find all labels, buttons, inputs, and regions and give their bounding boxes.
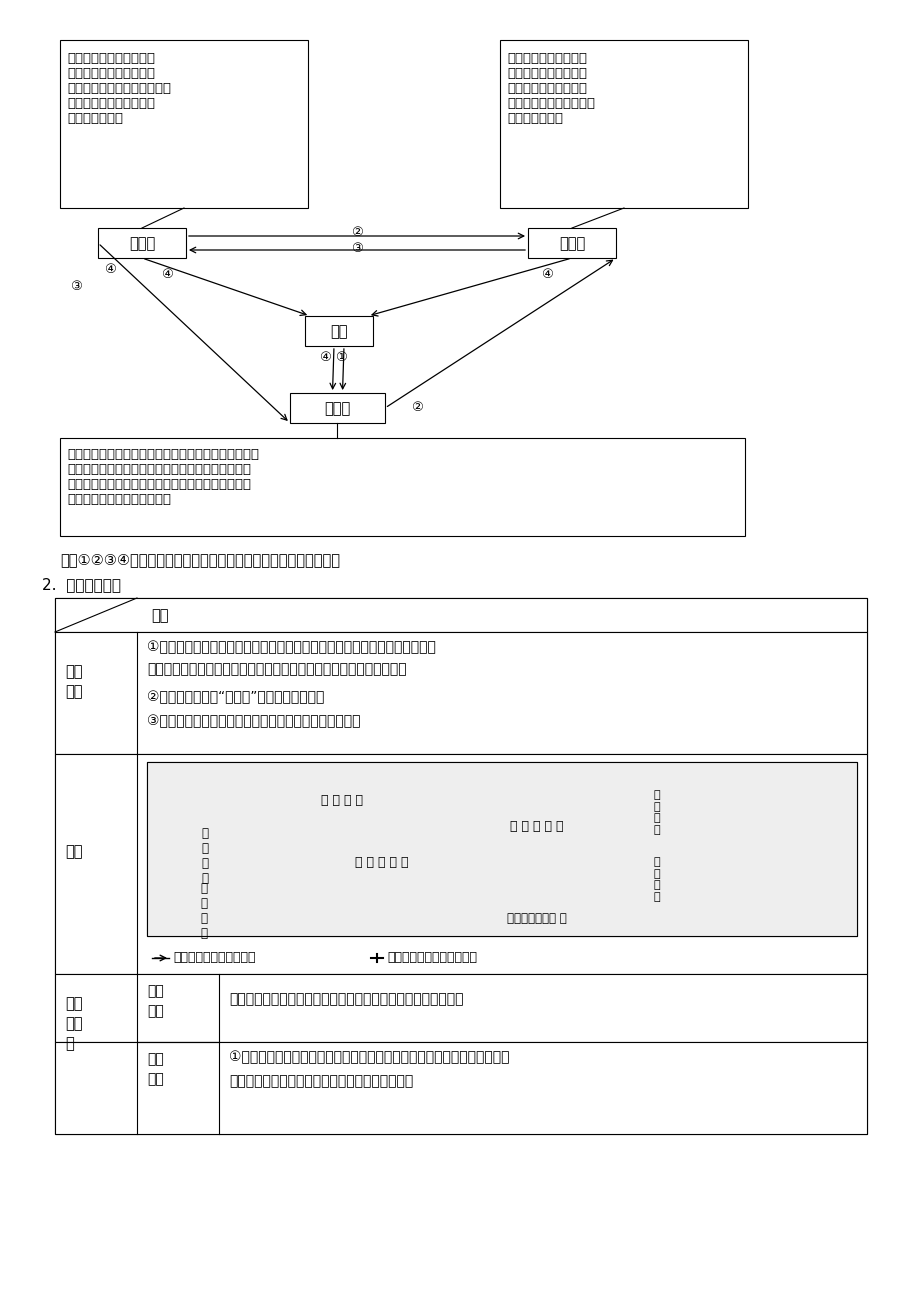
Text: 板块: 板块 [147, 1052, 164, 1066]
Text: ①大陆与大洋板块相撞，形成海沟、岛弧或海岁山脉，如亚洲东部岛弧、北: ①大陆与大洋板块相撞，形成海沟、岛弧或海岁山脉，如亚洲东部岛弧、北 [229, 1049, 509, 1064]
Text: 南～极～洲～板 块: 南～极～洲～板 块 [506, 911, 566, 924]
Text: ②: ② [411, 401, 423, 414]
Text: 相撞: 相撞 [147, 1072, 164, 1086]
Text: 非
洲
板
块: 非 洲 板 块 [201, 827, 209, 885]
Text: 用: 用 [65, 1036, 74, 1051]
Text: ④: ④ [319, 352, 331, 365]
Text: 美洲西部的海岕山脉、马里亚纳海沟处于消亡边界: 美洲西部的海岕山脉、马里亚纳海沟处于消亡边界 [229, 1074, 413, 1088]
Bar [55, 754, 866, 974]
Text: 要点: 要点 [65, 684, 83, 699]
Bar [55, 598, 866, 631]
Text: 理论: 理论 [65, 664, 83, 680]
Text: 内容: 内容 [151, 608, 168, 622]
Text: ②这些板块漂浮在“软流层”之上，不停地运动: ②这些板块漂浮在“软流层”之上，不停地运动 [147, 690, 324, 704]
Text: 生长边界（海岭、断层）: 生长边界（海岭、断层） [173, 950, 255, 963]
Text: 亚 欧 板 块: 亚 欧 板 块 [321, 794, 363, 807]
Bar [528, 228, 616, 258]
Text: 图中①②③④分别表示冷却凝固、外力作用、变质作用、重燔再生。: 图中①②③④分别表示冷却凝固、外力作用、变质作用、重燔再生。 [60, 552, 340, 566]
Text: 在内力作用下，岩浆如噴出地表冷凝，则形成噴出岩，
以玄武岩最为常见，多有孔洞；岩浆如侵入地壳上部
冷凝，则形成侵入岩，以花岗岩最为常见，其质地紧
密、坚硬，是良: 在内力作用下，岩浆如噴出地表冷凝，则形成噴出岩， 以玄武岩最为常见，多有孔洞；岩… [67, 448, 259, 506]
Bar [55, 1042, 866, 1134]
Text: 板块: 板块 [147, 984, 164, 999]
Text: 地表各类岩石经外力作
用转化而成，特点是具
有层理构造，有的则含
有化石；石灰岩、砂岩、
页岩为常见岩石: 地表各类岩石经外力作 用转化而成，特点是具 有层理构造，有的则含 有化石；石灰岩… [506, 52, 595, 125]
Text: ③: ③ [70, 280, 82, 293]
Text: 太 平 洋 板 块: 太 平 洋 板 块 [510, 820, 563, 833]
Text: 消亡边界（海沟、造山带）: 消亡边界（海沟、造山带） [387, 950, 476, 963]
Text: 沉积岩: 沉积岩 [558, 236, 584, 251]
Text: ②: ② [351, 227, 362, 240]
Bar [60, 40, 308, 208]
Text: 非
洲
板
块: 非 洲 板 块 [653, 857, 660, 902]
Bar [60, 437, 744, 536]
Bar [305, 316, 372, 346]
Text: ③: ③ [351, 242, 362, 255]
Text: 美
洲
板
块: 美 洲 板 块 [200, 881, 208, 940]
Text: 岩浆: 岩浆 [330, 324, 347, 339]
Bar [55, 598, 866, 1134]
Text: ④: ④ [540, 268, 552, 281]
Text: 2.  板块构造理论: 2. 板块构造理论 [42, 577, 121, 592]
Text: 由原有岩石在内力作用产
生的高温高压条件下变质
（重新结晶，形成片理构造）
而成；片麻岩、板岩、大
理岩为常见岩石: 由原有岩石在内力作用产 生的高温高压条件下变质 （重新结晶，形成片理构造） 而成… [67, 52, 171, 125]
Text: 变质岩: 变质岩 [129, 236, 155, 251]
Text: 岩浆岩: 岩浆岩 [324, 401, 350, 417]
Bar [147, 762, 857, 936]
Text: 印 度 洋 板 块: 印 度 洋 板 块 [355, 855, 408, 868]
Text: ④: ④ [161, 268, 173, 281]
Bar [289, 393, 384, 423]
Text: ④: ④ [104, 263, 116, 276]
Text: 与运: 与运 [65, 1016, 83, 1031]
Text: ③板块内部比较稳定，板块交界处是地壳比较活跃的地带: ③板块内部比较稳定，板块交界处是地壳比较活跃的地带 [147, 713, 360, 728]
Bar [499, 40, 747, 208]
Text: ①: ① [335, 352, 346, 365]
Text: 图示: 图示 [65, 844, 83, 859]
Text: 解释: 解释 [65, 996, 83, 1010]
Bar [55, 631, 866, 754]
Bar [98, 228, 186, 258]
Text: 亚
欧
板
块: 亚 欧 板 块 [653, 790, 660, 835]
Text: 板块、非洲板块、美洲板块、太平洋板块、印度洋板块、南极洲板块）: 板块、非洲板块、美洲板块、太平洋板块、印度洋板块、南极洲板块） [147, 661, 406, 676]
Text: 板块张裂形成裂谷或海洋，如东非大裂谷、大西洋处于生长边界: 板块张裂形成裂谷或海洋，如东非大裂谷、大西洋处于生长边界 [229, 992, 463, 1006]
Bar [147, 762, 857, 936]
Text: ①岩石圈不是一块整体，而是被构造带（海岭、海沟）分割成六大板块（亚欧: ①岩石圈不是一块整体，而是被构造带（海岭、海沟）分割成六大板块（亚欧 [147, 641, 436, 654]
Text: 张裂: 张裂 [147, 1004, 164, 1018]
Bar [55, 974, 866, 1042]
